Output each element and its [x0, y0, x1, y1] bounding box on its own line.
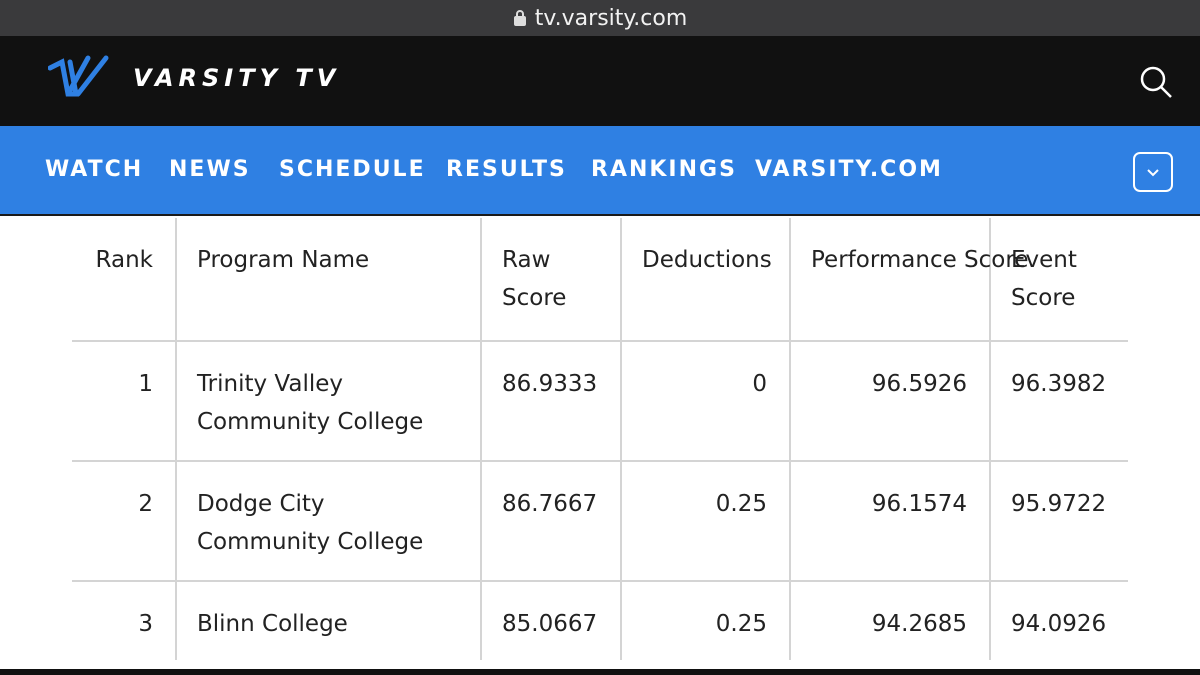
- logo[interactable]: [48, 54, 110, 100]
- column-header: Performance Score: [811, 247, 1029, 273]
- column-header: Deductions: [642, 247, 772, 273]
- nav-link[interactable]: RANKINGS: [591, 157, 737, 182]
- table-cell: 2: [138, 491, 153, 517]
- table-cell: Trinity Valley Community College: [197, 371, 424, 435]
- nav-link[interactable]: RESULTS: [446, 157, 567, 182]
- nav-link[interactable]: VARSITY.COM: [755, 157, 943, 182]
- table-cell: 0.25: [715, 491, 767, 517]
- nav-link[interactable]: NEWS: [169, 157, 251, 182]
- column-header: Raw Score: [502, 247, 567, 311]
- table-cell: 96.5926: [871, 371, 967, 397]
- table-cell: 95.9722: [1011, 491, 1107, 517]
- column-divider: [175, 218, 177, 660]
- nav-link[interactable]: WATCH: [45, 157, 144, 182]
- row-divider: [72, 460, 1128, 462]
- column-divider: [620, 218, 622, 660]
- url: tv.varsity.com: [534, 5, 688, 31]
- table-cell: 85.0667: [502, 611, 598, 637]
- table-cell: 0: [752, 371, 767, 397]
- table-cell: 94.2685: [871, 611, 967, 637]
- nav-bar: WATCH NEWS SCHEDULE RESULTS RANKINGS VARSITY.…: [0, 126, 1200, 216]
- table-cell: 86.7667: [502, 491, 598, 517]
- lock-icon: [513, 10, 526, 26]
- table-cell: Dodge City Community College: [197, 491, 424, 555]
- table-cell: 3: [138, 611, 153, 637]
- row-divider: [72, 580, 1128, 582]
- results-table: Rank Program Name Raw Score Deductions Perfo…: [0, 216, 1200, 660]
- table-cell: 1: [138, 371, 153, 397]
- column-divider: [480, 218, 482, 660]
- brand[interactable]: VARSITY TV: [133, 64, 341, 92]
- row-divider: [72, 340, 1128, 342]
- column-header: Program Name: [197, 247, 370, 273]
- table-cell: 96.3982: [1011, 371, 1107, 397]
- site-header: VARSITY TV: [0, 36, 1200, 126]
- dropdown-button[interactable]: [1133, 152, 1173, 192]
- column-divider: [789, 218, 791, 660]
- url-bar[interactable]: tv.varsity.com: [0, 0, 1200, 36]
- column-header: Event Score: [1011, 247, 1077, 311]
- table-cell: 94.0926: [1011, 611, 1107, 637]
- table-cell: 0.25: [715, 611, 767, 637]
- nav-link[interactable]: SCHEDULE: [279, 157, 426, 182]
- table-cell: 86.9333: [502, 371, 598, 397]
- table-cell: Blinn College: [197, 611, 348, 637]
- bottom-bar: [0, 669, 1200, 675]
- table-cell: 96.1574: [871, 491, 967, 517]
- search-icon[interactable]: [1138, 64, 1174, 100]
- column-header: Rank: [95, 247, 153, 273]
- column-divider: [989, 218, 991, 660]
